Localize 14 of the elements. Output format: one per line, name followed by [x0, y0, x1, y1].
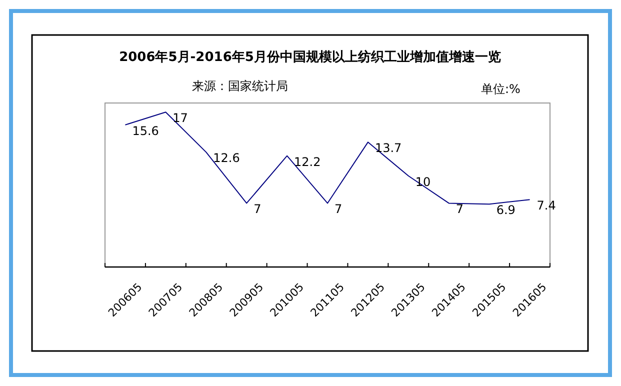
data-label: 7	[334, 202, 342, 216]
chart-subtitle: 来源：国家统计局	[192, 79, 288, 93]
data-label: 10	[415, 174, 431, 189]
chart-title: 2006年5月-2016年5月份中国规模以上纺织工业增加值增速一览	[119, 49, 501, 65]
data-label: 13.7	[374, 141, 402, 156]
data-label: 6.9	[496, 203, 516, 218]
data-label: 7	[254, 202, 262, 216]
data-label: 7	[456, 202, 464, 216]
data-label: 12.2	[294, 154, 321, 169]
data-label: 17	[172, 111, 188, 126]
data-label: 15.6	[132, 124, 159, 138]
data-label: 12.6	[213, 151, 240, 166]
data-label: 7.4	[536, 198, 556, 213]
text: 单位:%	[481, 82, 520, 96]
